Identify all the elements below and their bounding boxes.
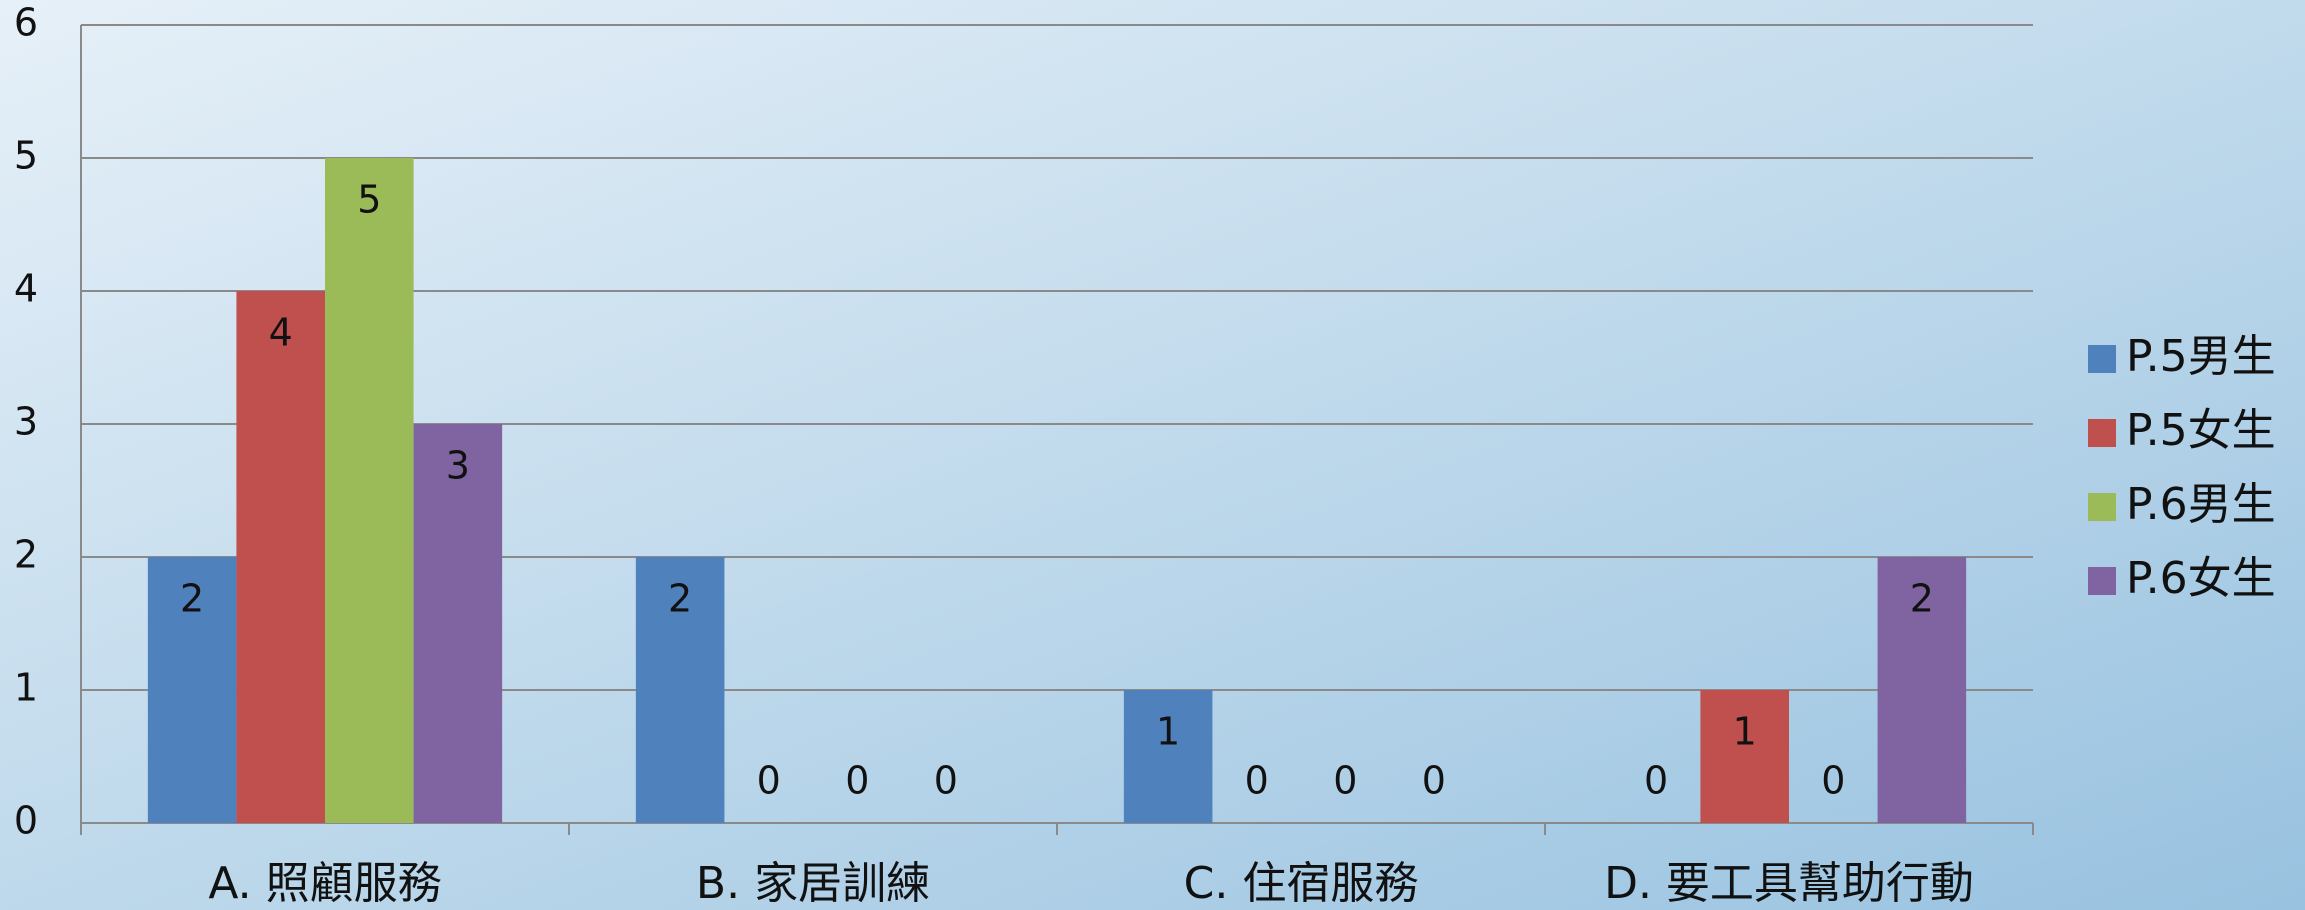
legend-swatch: [2088, 493, 2116, 521]
x-tick-label: B. 家居訓練: [696, 858, 930, 909]
bar: [1123, 690, 1213, 823]
legend-label: P.5女生: [2126, 405, 2276, 456]
y-tick-label: 3: [14, 400, 38, 444]
x-tick-label: A. 照顧服務: [208, 858, 441, 909]
y-tick-label: 6: [14, 1, 38, 45]
data-label: 4: [269, 311, 293, 355]
data-label: 0: [934, 759, 958, 803]
legend-swatch: [2088, 345, 2116, 373]
legend-label: P.5男生: [2126, 331, 2276, 382]
y-tick-label: 1: [14, 666, 38, 710]
bar: [147, 557, 237, 823]
data-label: 0: [845, 759, 869, 803]
data-label: 0: [757, 759, 781, 803]
x-tick-label: C. 住宿服務: [1184, 858, 1419, 909]
bar: [325, 158, 414, 823]
data-label: 0: [1644, 759, 1668, 803]
y-tick-label: 5: [14, 134, 38, 178]
bar: [236, 291, 325, 823]
legend-swatch: [2088, 419, 2116, 447]
x-tick-label: D. 要工具幫助行動: [1604, 858, 1974, 909]
bar: [1877, 557, 1967, 823]
legend-label: P.6女生: [2126, 553, 2276, 604]
data-label: 5: [357, 178, 381, 222]
y-tick-label: 4: [14, 267, 38, 311]
y-tick-label: 0: [14, 799, 38, 843]
legend-swatch: [2088, 567, 2116, 595]
bar: [635, 557, 725, 823]
data-label: 2: [668, 577, 692, 621]
bar: [413, 424, 503, 823]
y-tick-label: 2: [14, 533, 38, 577]
data-label: 0: [1422, 759, 1446, 803]
bar: [1700, 690, 1789, 823]
data-label: 1: [1733, 710, 1757, 754]
data-label: 2: [1910, 577, 1934, 621]
data-label: 1: [1156, 710, 1180, 754]
data-label: 2: [180, 577, 204, 621]
data-label: 0: [1245, 759, 1269, 803]
data-label: 0: [1821, 759, 1845, 803]
data-label: 0: [1333, 759, 1357, 803]
legend-label: P.6男生: [2126, 479, 2276, 530]
data-label: 3: [446, 444, 470, 488]
